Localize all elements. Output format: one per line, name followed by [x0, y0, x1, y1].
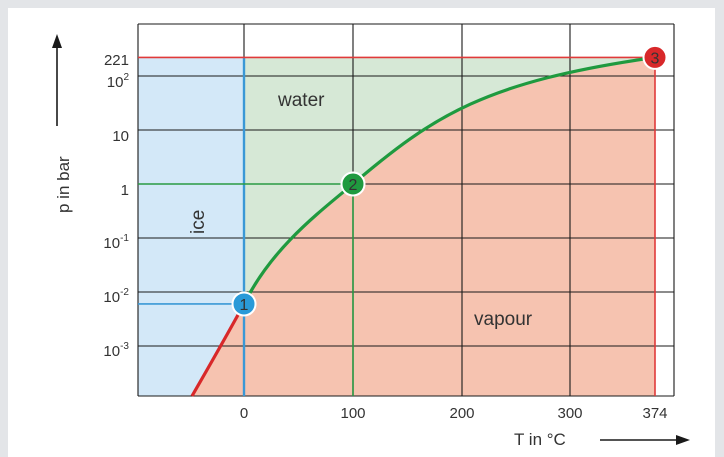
- guide-lines: [138, 56, 656, 396]
- point-1-label: 1: [240, 297, 249, 314]
- point-3-label: 3: [651, 50, 660, 67]
- x-tick-label: 374: [642, 405, 667, 422]
- x-tick-label: 0: [240, 405, 248, 422]
- ice-region: [138, 57, 244, 396]
- point-1: 1: [231, 291, 257, 317]
- phase-diagram-chart: ice water vapour 123 0 100 200 300 374 22110…: [52, 23, 690, 449]
- x-tick-label: 200: [449, 405, 474, 422]
- x-tick-label: 100: [340, 405, 365, 422]
- y-tick-label: 221: [104, 52, 129, 69]
- point-2: 2: [340, 171, 366, 197]
- special-points: 1 2 3: [231, 44, 668, 317]
- water-region: [244, 57, 655, 305]
- y-tick-label: 1: [121, 182, 129, 199]
- plot-area: [138, 57, 655, 396]
- x-axis-label: T in °C: [514, 430, 566, 449]
- x-axis-arrow: [600, 435, 690, 445]
- point-2-label: 2: [349, 177, 358, 194]
- y-tick-label: 10: [112, 128, 129, 145]
- y-axis-arrow: [52, 34, 62, 126]
- y-tick-label: 10-2: [103, 287, 129, 306]
- vaporization-curve: [242, 55, 656, 305]
- vapour-region: [192, 57, 655, 396]
- point-3: 3: [642, 44, 668, 70]
- point-3-marker: [642, 44, 668, 70]
- water-region-label: water: [277, 90, 325, 111]
- vapour-region-label: vapour: [474, 309, 533, 330]
- y-tick-label: 102: [107, 72, 130, 91]
- y-tick-label: 10-1: [103, 233, 129, 252]
- y-axis-label: p in bar: [54, 156, 73, 213]
- point-1-marker: [231, 291, 257, 317]
- x-axis-ticks: 0 100 200 300 374: [240, 405, 668, 422]
- y-tick-label: 10-3: [103, 341, 129, 360]
- point-2-marker: [340, 171, 366, 197]
- y-axis-ticks: 221 102 10 1 10-1 10-2 10-3: [103, 52, 129, 360]
- x-tick-label: 300: [557, 405, 582, 422]
- ice-region-label: ice: [188, 210, 209, 234]
